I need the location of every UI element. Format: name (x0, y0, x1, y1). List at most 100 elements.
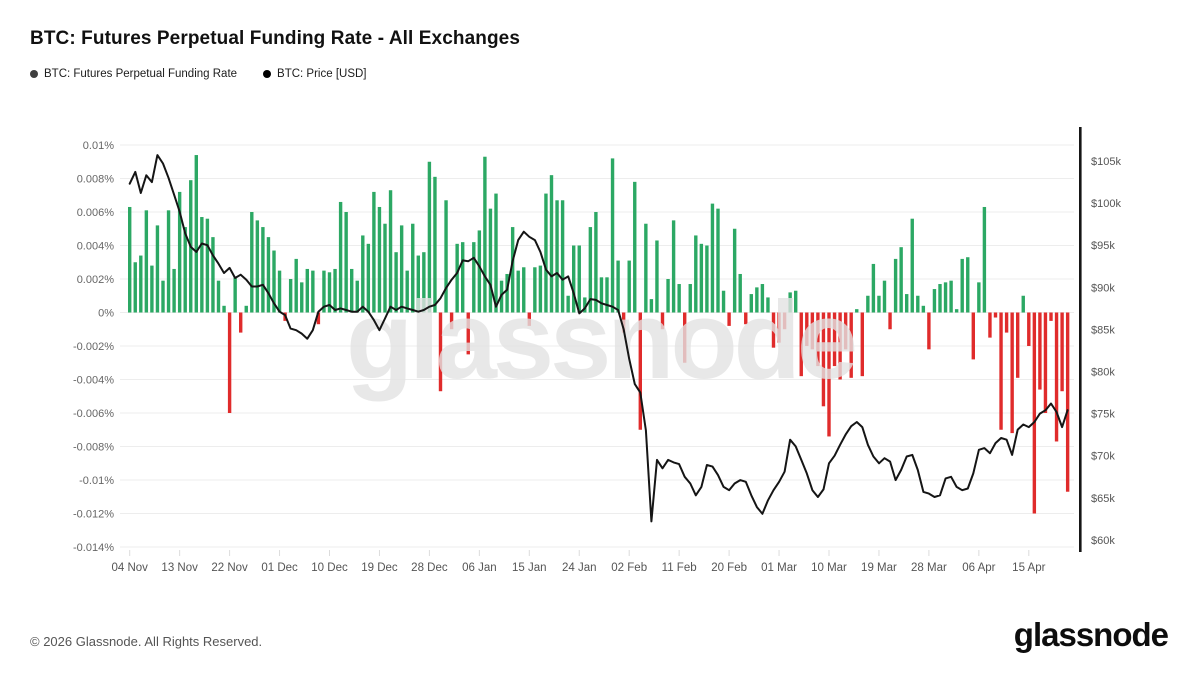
funding-bar[interactable] (494, 193, 498, 313)
funding-bar[interactable] (594, 212, 598, 313)
funding-bar[interactable] (1010, 312, 1014, 434)
funding-bar[interactable] (655, 240, 659, 313)
funding-bar[interactable] (816, 312, 820, 367)
funding-bar[interactable] (771, 312, 776, 348)
funding-bar[interactable] (644, 223, 648, 313)
funding-bar[interactable] (766, 297, 770, 313)
funding-bar[interactable] (982, 206, 987, 313)
funding-bar[interactable] (510, 227, 515, 313)
funding-bar[interactable] (322, 270, 326, 313)
funding-bar[interactable] (544, 193, 548, 313)
funding-bar[interactable] (311, 270, 315, 313)
funding-bar[interactable] (683, 312, 687, 363)
funding-bar[interactable] (427, 161, 432, 313)
funding-bar[interactable] (277, 270, 282, 313)
funding-bar[interactable] (488, 208, 493, 313)
funding-bar[interactable] (472, 242, 476, 313)
funding-bar[interactable] (216, 280, 221, 313)
funding-bar[interactable] (455, 243, 459, 313)
funding-bar[interactable] (144, 210, 149, 313)
funding-bar[interactable] (699, 243, 704, 313)
funding-bar[interactable] (1021, 295, 1025, 313)
funding-bar[interactable] (161, 280, 165, 313)
funding-bar[interactable] (588, 227, 593, 313)
funding-bar[interactable] (139, 255, 143, 313)
funding-bar[interactable] (927, 312, 931, 350)
funding-bar[interactable] (250, 212, 254, 313)
funding-bar[interactable] (466, 312, 470, 355)
funding-bar[interactable] (128, 206, 132, 313)
funding-bar[interactable] (971, 312, 975, 360)
funding-bar[interactable] (805, 312, 809, 347)
funding-bar[interactable] (821, 312, 826, 407)
funding-bar[interactable] (921, 305, 926, 313)
funding-bar[interactable] (422, 252, 426, 313)
legend-item-price[interactable]: BTC: Price [USD] (263, 68, 367, 80)
funding-bar[interactable] (411, 223, 415, 313)
funding-bar[interactable] (882, 280, 887, 313)
funding-bar[interactable] (288, 279, 293, 313)
funding-bar[interactable] (333, 268, 337, 313)
funding-bar[interactable] (261, 227, 265, 313)
funding-bar[interactable] (727, 312, 731, 326)
funding-bar[interactable] (794, 290, 798, 313)
funding-bar[interactable] (610, 158, 615, 313)
funding-bar[interactable] (905, 294, 909, 313)
funding-bar[interactable] (1054, 312, 1059, 442)
funding-bar[interactable] (522, 267, 526, 313)
funding-bar[interactable] (960, 258, 964, 313)
funding-bar[interactable] (1049, 312, 1053, 321)
funding-bar[interactable] (327, 272, 332, 313)
funding-bar[interactable] (1038, 312, 1042, 390)
funding-bar[interactable] (916, 295, 920, 313)
funding-bar[interactable] (954, 309, 959, 313)
funding-bar[interactable] (155, 225, 160, 313)
funding-bar[interactable] (305, 268, 309, 313)
funding-bar[interactable] (1032, 312, 1037, 514)
funding-bar[interactable] (200, 217, 204, 313)
funding-bar[interactable] (549, 175, 554, 313)
funding-bar[interactable] (866, 295, 870, 313)
funding-bar[interactable] (949, 280, 953, 313)
funding-bar[interactable] (350, 268, 354, 313)
funding-bar[interactable] (993, 312, 998, 318)
funding-bar[interactable] (621, 312, 626, 333)
funding-bar[interactable] (244, 305, 248, 313)
legend-item-funding-rate[interactable]: BTC: Futures Perpetual Funding Rate (30, 68, 237, 80)
funding-bar[interactable] (638, 312, 642, 430)
funding-bar[interactable] (838, 312, 842, 380)
funding-bar[interactable] (483, 156, 487, 313)
funding-bar[interactable] (966, 257, 970, 313)
funding-bar[interactable] (860, 312, 864, 377)
funding-bar[interactable] (477, 230, 482, 313)
funding-bar[interactable] (383, 223, 387, 313)
funding-bar[interactable] (416, 255, 420, 313)
funding-bar[interactable] (211, 237, 215, 313)
funding-bar[interactable] (777, 312, 781, 343)
funding-bar[interactable] (1060, 312, 1064, 392)
funding-bar[interactable] (810, 312, 815, 350)
funding-bar[interactable] (461, 242, 465, 313)
funding-bar[interactable] (732, 228, 737, 313)
funding-bar[interactable] (405, 270, 409, 313)
funding-bar[interactable] (910, 218, 914, 313)
funding-bar[interactable] (616, 260, 620, 313)
funding-bar[interactable] (671, 220, 676, 313)
funding-bar[interactable] (533, 267, 537, 313)
funding-bar[interactable] (893, 258, 898, 313)
funding-bar[interactable] (782, 312, 787, 330)
funding-bar[interactable] (316, 312, 321, 325)
funding-bar[interactable] (849, 312, 853, 378)
funding-bar[interactable] (516, 270, 520, 313)
funding-bar[interactable] (760, 284, 765, 313)
funding-bar[interactable] (227, 312, 232, 414)
funding-bar[interactable] (444, 200, 448, 313)
funding-bar[interactable] (988, 312, 992, 338)
funding-bar[interactable] (433, 176, 437, 313)
funding-bar[interactable] (133, 262, 137, 313)
funding-bar[interactable] (1027, 312, 1031, 347)
funding-bar[interactable] (394, 252, 398, 313)
funding-bar[interactable] (755, 287, 759, 313)
funding-bar[interactable] (999, 312, 1003, 430)
